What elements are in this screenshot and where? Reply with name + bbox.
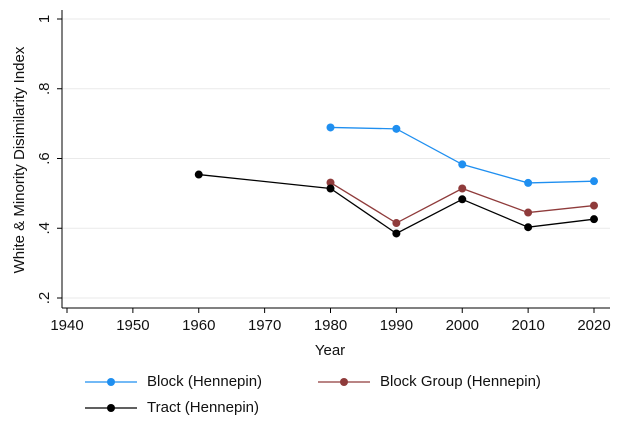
- data-point: [524, 208, 533, 217]
- x-tick-label: 1990: [380, 317, 413, 334]
- legend-label: Block Group (Hennepin): [380, 373, 541, 390]
- x-tick-label: 1960: [182, 317, 215, 334]
- y-tick-label: .4: [36, 222, 53, 235]
- y-tick-label: .6: [36, 152, 53, 165]
- x-tick-label: 2000: [446, 317, 479, 334]
- data-point: [458, 184, 467, 193]
- data-point: [392, 124, 401, 133]
- y-axis-title: White & Minority Disimilarity Index: [11, 46, 28, 273]
- y-tick-label: .8: [36, 82, 53, 95]
- data-point: [458, 160, 467, 169]
- y-tick-label: 1: [36, 15, 53, 23]
- x-tick-label: 1950: [116, 317, 149, 334]
- data-point: [326, 178, 335, 187]
- x-tick-label: 2010: [511, 317, 544, 334]
- legend-label: Block (Hennepin): [147, 373, 262, 390]
- data-point: [326, 184, 335, 193]
- y-tick-label: .2: [36, 292, 53, 305]
- series-line: [330, 126, 595, 184]
- data-point: [194, 170, 203, 179]
- x-tick-label: 1980: [314, 317, 347, 334]
- data-point: [590, 201, 598, 210]
- legend-marker: [107, 404, 115, 412]
- data-point: [590, 177, 598, 186]
- x-tick-label: 1970: [248, 317, 281, 334]
- legend-marker: [340, 378, 348, 386]
- data-point: [392, 219, 401, 228]
- x-tick-label: 1940: [50, 317, 83, 334]
- data-point: [524, 178, 533, 187]
- data-point: [458, 195, 467, 204]
- legend-label: Tract (Hennepin): [147, 399, 259, 416]
- series-line: [198, 173, 595, 235]
- data-point: [392, 229, 401, 238]
- data-point: [590, 215, 598, 224]
- data-point: [326, 123, 335, 132]
- x-tick-label: 2020: [577, 317, 610, 334]
- data-point: [524, 223, 533, 232]
- x-axis-title: Year: [315, 342, 345, 359]
- legend-marker: [107, 378, 115, 386]
